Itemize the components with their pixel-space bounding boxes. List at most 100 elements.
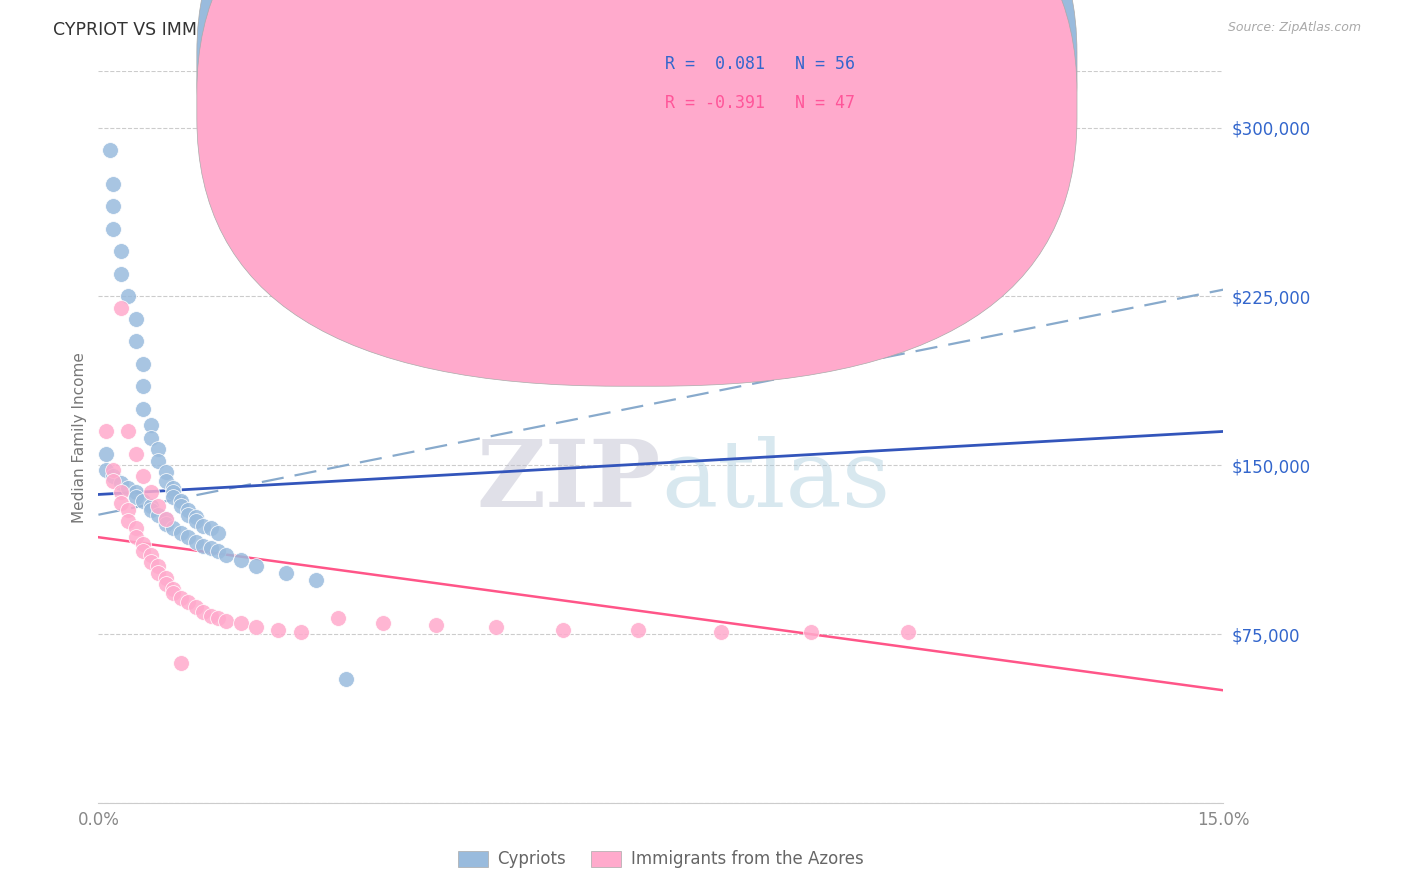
Point bbox=[125, 447, 148, 461]
Point bbox=[139, 503, 162, 517]
Point bbox=[162, 521, 184, 535]
Point bbox=[148, 559, 170, 574]
Y-axis label: Median Family Income: Median Family Income bbox=[72, 351, 87, 523]
Point bbox=[155, 465, 177, 479]
Point bbox=[245, 620, 267, 634]
Point bbox=[229, 615, 252, 630]
Point bbox=[177, 595, 200, 609]
Point bbox=[110, 485, 132, 500]
Point bbox=[897, 624, 920, 639]
Point bbox=[274, 566, 297, 581]
Point bbox=[117, 503, 139, 517]
Point bbox=[328, 611, 350, 625]
Point bbox=[184, 534, 207, 549]
Point bbox=[170, 525, 193, 540]
Point bbox=[132, 379, 155, 393]
Point bbox=[627, 623, 650, 637]
Point bbox=[103, 474, 125, 488]
Point bbox=[132, 469, 155, 483]
Text: ZIP: ZIP bbox=[477, 436, 661, 526]
Point bbox=[207, 543, 229, 558]
Point bbox=[110, 267, 132, 281]
Point bbox=[117, 515, 139, 529]
Point bbox=[117, 289, 139, 303]
Point bbox=[139, 499, 162, 513]
Point bbox=[148, 499, 170, 513]
Point bbox=[373, 615, 395, 630]
Point bbox=[200, 521, 222, 535]
Point bbox=[155, 512, 177, 526]
Point bbox=[139, 417, 162, 432]
Point bbox=[170, 499, 193, 513]
Text: R =  0.081   N = 56: R = 0.081 N = 56 bbox=[665, 55, 855, 73]
Point bbox=[103, 177, 125, 191]
Point bbox=[193, 605, 215, 619]
Point bbox=[103, 469, 125, 483]
Point bbox=[139, 485, 162, 500]
Point bbox=[132, 537, 155, 551]
Point bbox=[162, 490, 184, 504]
Point bbox=[155, 571, 177, 585]
Text: Source: ZipAtlas.com: Source: ZipAtlas.com bbox=[1227, 21, 1361, 34]
Point bbox=[103, 463, 125, 477]
Point bbox=[200, 609, 222, 624]
Point bbox=[193, 539, 215, 553]
Point bbox=[125, 530, 148, 544]
Point bbox=[110, 301, 132, 315]
Point bbox=[148, 566, 170, 581]
Point bbox=[125, 521, 148, 535]
Point bbox=[125, 490, 148, 504]
Point bbox=[162, 481, 184, 495]
Point bbox=[98, 143, 121, 157]
Point bbox=[148, 453, 170, 467]
Point bbox=[184, 510, 207, 524]
Point bbox=[125, 312, 148, 326]
Point bbox=[335, 672, 357, 686]
Point bbox=[170, 494, 193, 508]
Point bbox=[305, 573, 328, 587]
Point bbox=[117, 425, 139, 439]
Point bbox=[139, 431, 162, 445]
Point bbox=[215, 614, 238, 628]
Text: atlas: atlas bbox=[661, 436, 890, 526]
Point bbox=[94, 425, 117, 439]
Point bbox=[553, 623, 575, 637]
Point bbox=[710, 624, 733, 639]
Point bbox=[110, 476, 132, 491]
Legend: Cypriots, Immigrants from the Azores: Cypriots, Immigrants from the Azores bbox=[451, 844, 870, 875]
Point bbox=[103, 222, 125, 236]
Point bbox=[177, 508, 200, 522]
Point bbox=[117, 481, 139, 495]
Point bbox=[132, 543, 155, 558]
Point bbox=[155, 577, 177, 591]
Text: CYPRIOT VS IMMIGRANTS FROM THE AZORES MEDIAN FAMILY INCOME CORRELATION CHART: CYPRIOT VS IMMIGRANTS FROM THE AZORES ME… bbox=[53, 21, 858, 38]
Point bbox=[184, 599, 207, 614]
Point bbox=[125, 485, 148, 500]
Point bbox=[170, 657, 193, 671]
Point bbox=[229, 553, 252, 567]
Point bbox=[162, 586, 184, 600]
Point bbox=[215, 548, 238, 562]
Point bbox=[800, 624, 823, 639]
Point bbox=[290, 624, 312, 639]
Point bbox=[245, 559, 267, 574]
Point bbox=[200, 541, 222, 556]
Point bbox=[207, 611, 229, 625]
Point bbox=[139, 548, 162, 562]
Point bbox=[94, 463, 117, 477]
Point bbox=[148, 442, 170, 457]
Point bbox=[162, 485, 184, 500]
Point bbox=[425, 618, 447, 632]
Point bbox=[267, 623, 290, 637]
Point bbox=[103, 199, 125, 213]
Point bbox=[110, 496, 132, 510]
Point bbox=[139, 555, 162, 569]
Point bbox=[193, 519, 215, 533]
Point bbox=[177, 530, 200, 544]
Point bbox=[184, 515, 207, 529]
Point bbox=[207, 525, 229, 540]
Point bbox=[110, 244, 132, 259]
Text: R = -0.391   N = 47: R = -0.391 N = 47 bbox=[665, 94, 855, 112]
Point bbox=[170, 591, 193, 605]
Point bbox=[94, 447, 117, 461]
